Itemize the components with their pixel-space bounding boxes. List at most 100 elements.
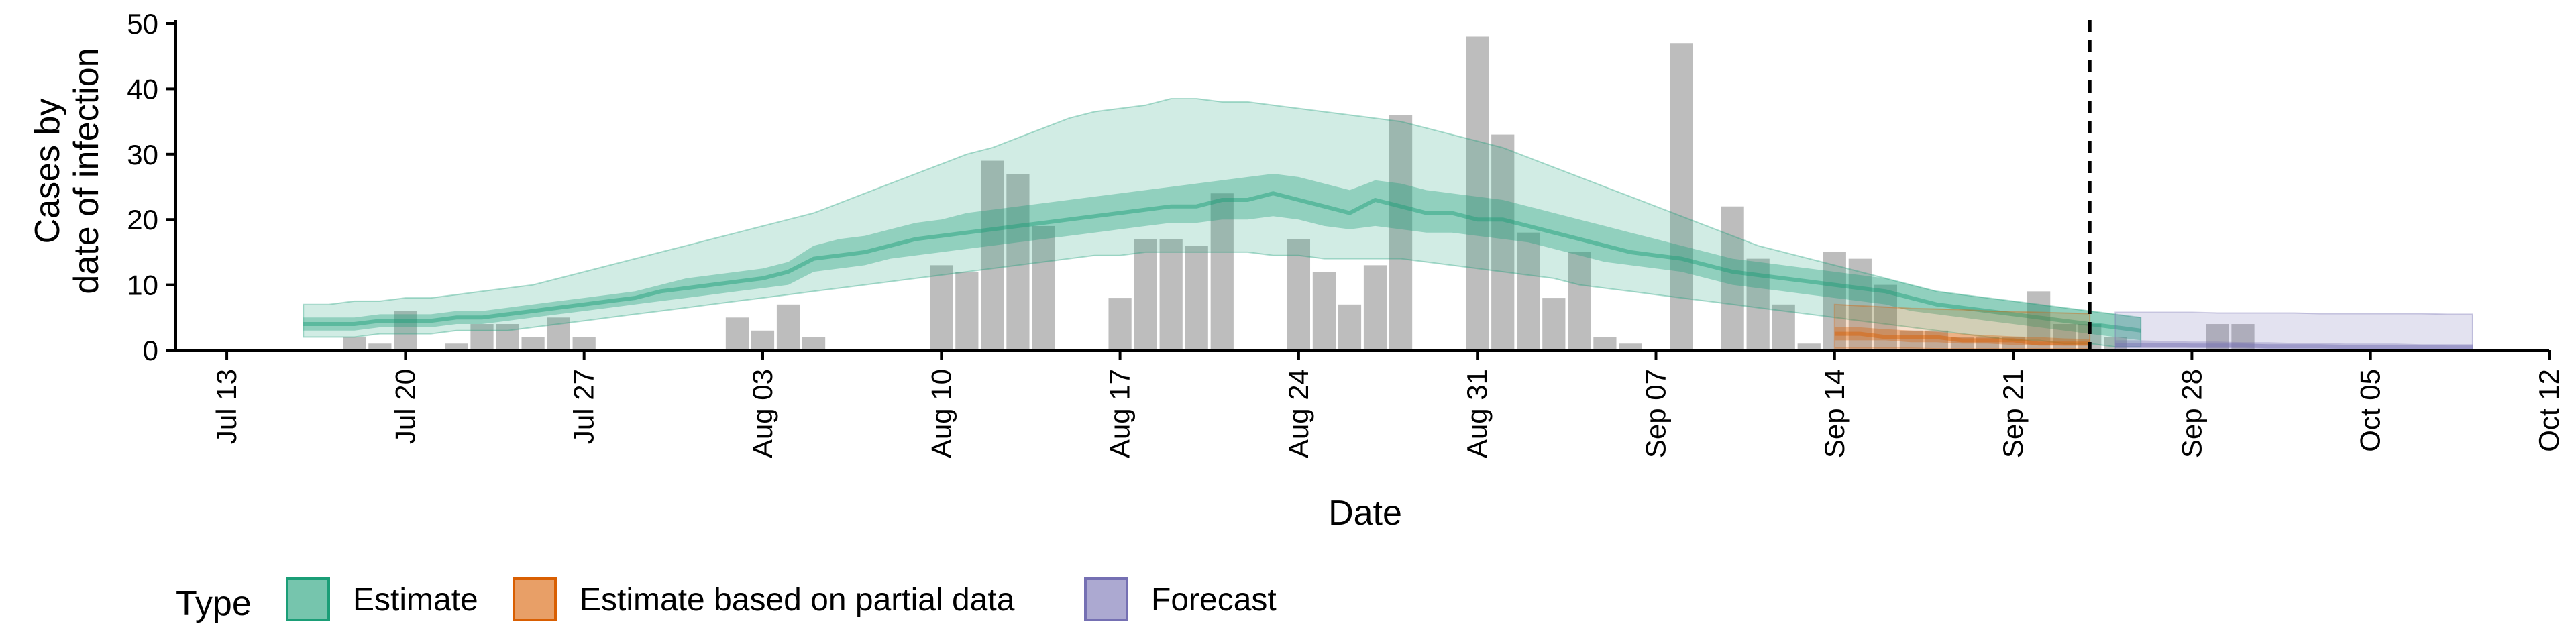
x-tick-label: Sep 21: [1997, 369, 2029, 458]
bar: [776, 304, 800, 350]
y-tick-label: 50: [127, 8, 158, 40]
bar: [751, 330, 775, 350]
legend: Type Estimate Estimate based on partial d…: [176, 577, 1277, 623]
inner-interval-band: [1834, 327, 2090, 346]
y-tick-label: 30: [127, 139, 158, 170]
bar: [1619, 343, 1642, 350]
bar: [1848, 258, 1872, 350]
x-tick-label: Jul 13: [211, 369, 242, 444]
legend-label: Estimate: [353, 582, 478, 618]
y-axis-title-line-1: Cases by: [28, 99, 67, 244]
bar: [1670, 43, 1693, 350]
x-tick-label: Sep 07: [1640, 369, 1671, 458]
x-tick-label: Jul 27: [568, 369, 600, 444]
bar: [368, 343, 392, 350]
series-2: [1833, 303, 2091, 350]
bar: [470, 324, 494, 350]
bar-series: [343, 36, 2255, 351]
bar: [1491, 134, 1515, 350]
inner-interval-band: [2115, 340, 2473, 350]
bar: [1823, 252, 1846, 350]
bar: [1312, 272, 1336, 350]
median-line: [303, 191, 2141, 333]
legend-key: [513, 577, 557, 621]
bar: [1134, 239, 1157, 350]
bar: [1338, 304, 1362, 350]
legend-title: Type: [176, 584, 252, 623]
y-tick-label: 10: [127, 270, 158, 301]
bar: [1517, 232, 1540, 350]
bar: [1032, 225, 1055, 350]
x-tick-label: Aug 31: [1461, 369, 1493, 458]
bar: [547, 317, 570, 350]
bar: [1874, 284, 1898, 350]
bar: [1976, 337, 2000, 350]
series-3: [2114, 311, 2473, 351]
bar: [2027, 291, 2051, 350]
x-axis-title: Date: [1328, 494, 1402, 533]
outer-interval-band: [303, 98, 2142, 348]
bar: [1950, 337, 1974, 350]
x-tick-label: Oct 05: [2355, 369, 2386, 452]
bar: [1006, 174, 1030, 350]
bar: [1746, 258, 1770, 350]
legend-label: Forecast: [1151, 582, 1277, 618]
bar: [1797, 343, 1821, 350]
bar: [2206, 324, 2229, 350]
bar: [2231, 324, 2255, 350]
y-tick-label: 0: [143, 335, 158, 366]
x-tick-label: Aug 03: [747, 369, 778, 458]
bar: [496, 324, 519, 350]
bar: [2001, 337, 2025, 350]
bar: [521, 337, 545, 350]
x-tick-label: Jul 20: [389, 369, 421, 444]
x-tick-label: Sep 28: [2176, 369, 2207, 458]
median-line: [2115, 343, 2473, 350]
y-tick-label: 40: [127, 73, 158, 105]
y-axis-ticks: 0 10 20 30 40 50: [127, 8, 176, 366]
bar: [1899, 330, 1923, 350]
bar: [930, 265, 953, 350]
series-1: [303, 98, 2142, 348]
bar: [343, 337, 366, 350]
x-tick-label: Aug 10: [925, 369, 957, 458]
bar: [1287, 239, 1311, 350]
bar: [1210, 193, 1234, 350]
inner-interval-band: [303, 174, 2141, 341]
legend-item: Estimate: [286, 577, 478, 621]
x-tick-label: Oct 12: [2533, 369, 2565, 452]
bar: [1466, 36, 1489, 350]
bar: [1108, 298, 1132, 350]
x-tick-label: Sep 14: [1819, 369, 1850, 458]
legend-key: [1084, 577, 1128, 621]
axes: [174, 20, 2549, 352]
y-tick-label: 20: [127, 204, 158, 235]
bar: [1568, 252, 1591, 350]
x-tick-label: Aug 17: [1104, 369, 1136, 458]
legend-key: [286, 577, 330, 621]
bar: [445, 343, 468, 350]
bar: [1185, 246, 1208, 350]
x-axis-ticks: Jul 13 Jul 20 Jul 27 Aug 03 Aug 10 Aug 17 Aug …: [211, 350, 2565, 458]
bar: [394, 311, 417, 350]
legend-item: Forecast: [1084, 577, 1277, 621]
bar: [1542, 298, 1566, 350]
bar: [1772, 304, 1795, 350]
bar: [2104, 337, 2127, 350]
bar: [1159, 239, 1183, 350]
bar: [955, 272, 979, 350]
median-line: [1834, 331, 2090, 346]
bar: [1925, 330, 1949, 350]
bar: [1593, 337, 1617, 350]
bar: [2053, 324, 2076, 350]
bar: [802, 337, 826, 350]
ribbon-series: [303, 98, 2473, 351]
x-tick-label: Aug 24: [1283, 369, 1314, 458]
bar: [572, 337, 596, 350]
bar: [1363, 265, 1387, 350]
bar: [725, 317, 749, 350]
bar: [1389, 115, 1413, 351]
legend-label: Estimate based on partial data: [580, 582, 1015, 618]
bar: [1721, 206, 1744, 350]
